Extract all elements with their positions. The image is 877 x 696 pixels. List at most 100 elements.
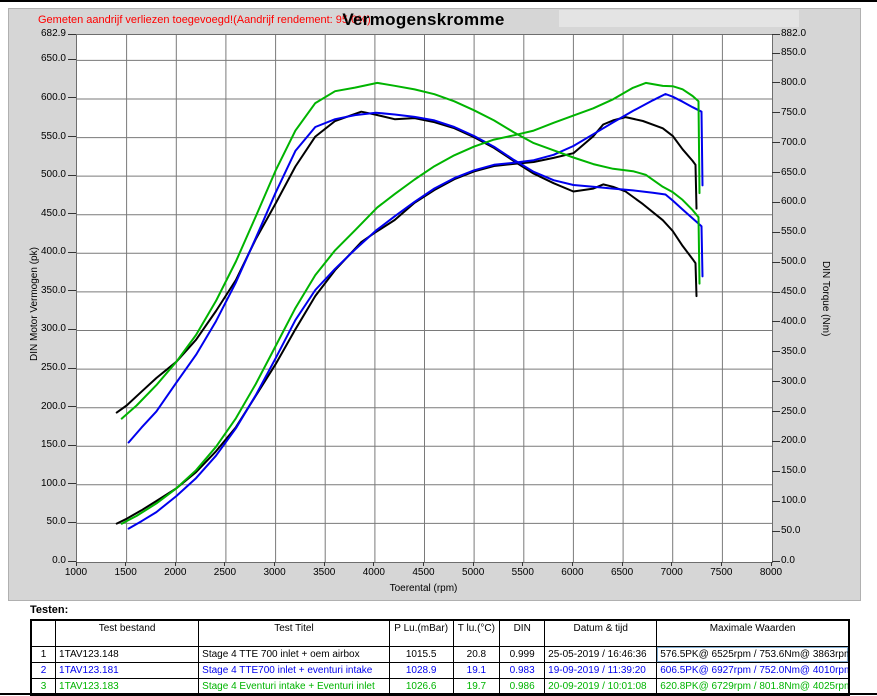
x-axis-tick (224, 562, 226, 566)
left-axis-tick (68, 328, 76, 330)
chart-title: Vermogenskromme (342, 10, 505, 29)
left-axis-tick-label: 350.0 (40, 284, 66, 296)
cell-t: 20.8 (452, 646, 501, 663)
x-axis-tick-label: 5000 (462, 567, 485, 578)
x-axis-tick-label: 6500 (610, 567, 634, 578)
right-axis-tick (772, 231, 780, 233)
left-axis-tick-label: 682.9 (40, 28, 66, 39)
x-axis-tick (671, 562, 673, 566)
cell-title: Stage 4 TTE700 inlet + eventuri intake (198, 662, 390, 679)
right-axis-tick (772, 381, 780, 383)
test1-power-curve (115, 116, 698, 525)
right-axis-tick-label: 700.0 (781, 136, 807, 148)
table-header-cell: T lu.(°C) (452, 619, 501, 647)
table-row[interactable]: 3 1TAV123.183 Stage 4 Eventuri intake + Ev… (30, 678, 850, 696)
x-axis-tick-label: 1000 (64, 567, 88, 578)
right-axis-tick-label: 150.0 (781, 465, 807, 477)
cell-din: 0.999 (499, 646, 546, 663)
left-axis-tick (68, 560, 76, 562)
x-axis-tick (75, 562, 77, 566)
cell-t: 19.1 (452, 662, 501, 679)
right-axis-tick-label: 50.0 (781, 525, 801, 537)
left-axis-tick-label: 100.0 (40, 477, 66, 489)
x-axis-tick-label: 2000 (164, 567, 187, 578)
bottom-border-line (0, 693, 877, 695)
left-axis-tick-label: 600.0 (40, 91, 66, 103)
cell-max: 576.5PK@ 6525rpm / 753.6Nm@ 3863rpm (656, 646, 850, 663)
right-axis-tick (772, 291, 780, 293)
left-axis-tick-label: 250.0 (40, 362, 66, 374)
table-header-cell: Test Titel (198, 619, 390, 647)
chart-panel: Gemeten aandrijf verliezen toegevoegd!(A… (8, 8, 861, 601)
cell-title: Stage 4 TTE 700 inlet + oem airbox (198, 646, 390, 663)
right-axis-tick (772, 500, 780, 502)
left-axis-tick (68, 444, 76, 446)
right-axis-tick (772, 351, 780, 353)
right-axis-tick-label: 250.0 (781, 405, 807, 417)
x-axis-tick (472, 562, 474, 566)
right-axis-tick-label: 450.0 (781, 286, 807, 298)
cell-num: 2 (30, 662, 57, 679)
right-axis-tick (772, 82, 780, 84)
table-header-cell: Test bestand (55, 619, 200, 647)
right-axis-title: DIN Torque (Nm) (820, 261, 831, 337)
x-axis-tick (770, 562, 772, 566)
left-axis-tick (68, 174, 76, 176)
right-axis-tick (772, 440, 780, 442)
drivetrain-loss-notice: Gemeten aandrijf verliezen toegevoegd!(A… (38, 14, 371, 26)
right-axis-tick-label: 800.0 (781, 76, 807, 88)
table-header-cell: P Lu.(mBar) (388, 619, 454, 647)
right-axis-tick-label: 350.0 (781, 345, 807, 357)
left-axis-tick (68, 33, 76, 35)
right-axis-tick (772, 470, 780, 472)
left-axis-title: DIN Motor Vermogen (pk) (29, 247, 40, 361)
x-axis-tick (571, 562, 573, 566)
x-axis-title: Toerental (rpm) (389, 583, 458, 594)
right-axis-tick (772, 411, 780, 413)
table-row[interactable]: 2 1TAV123.181 Stage 4 TTE700 inlet + event… (30, 662, 850, 679)
test3-torque-curve (120, 81, 701, 420)
cell-datetime: 25-05-2019 / 16:46:36 (544, 646, 658, 663)
test2-power-curve (127, 93, 704, 530)
right-axis-tick-label: 600.0 (781, 196, 807, 208)
right-axis-tick (772, 33, 780, 35)
right-axis-tick-label: 650.0 (781, 166, 807, 178)
x-axis-tick (174, 562, 176, 566)
right-axis-tick-label: 882.0 (781, 28, 807, 39)
x-axis-tick-label: 7000 (660, 567, 683, 578)
left-axis-tick-label: 550.0 (40, 130, 66, 142)
left-axis-tick (68, 406, 76, 408)
right-axis-tick-label: 300.0 (781, 375, 807, 387)
left-axis-tick-label: 400.0 (40, 246, 66, 258)
left-axis-tick (68, 136, 76, 138)
x-axis-tick-label: 2500 (213, 567, 237, 578)
cell-p: 1028.9 (388, 662, 454, 679)
left-axis-tick-label: 150.0 (40, 439, 66, 451)
table-header-cell: Datum & tijd (544, 619, 658, 647)
right-axis-tick (772, 172, 780, 174)
right-axis-tick (772, 201, 780, 203)
x-axis-tick (423, 562, 424, 566)
right-axis-tick (772, 321, 780, 323)
tests-table: Test bestand Test Titel P Lu.(mBar) T lu.(°… (30, 619, 850, 696)
x-axis-tick-label: 7500 (710, 567, 733, 578)
right-axis-tick-label: 100.0 (781, 495, 807, 507)
right-axis-tick-label: 500.0 (781, 256, 807, 268)
test2-torque-curve (127, 111, 704, 444)
cell-max: 606.5PK@ 6927rpm / 752.0Nm@ 4010rpm (656, 662, 850, 679)
x-axis-tick-label: 5500 (511, 567, 534, 578)
x-axis-tick-label: 4000 (362, 567, 385, 578)
test3-power-curve (120, 81, 701, 525)
table-header-cell: Maximale Waarden (656, 619, 850, 647)
right-axis-tick (772, 261, 780, 263)
table-header-row: Test bestand Test Titel P Lu.(mBar) T lu.(°… (30, 619, 850, 647)
right-axis-tick (772, 142, 780, 144)
left-axis-tick-label: 0.0 (52, 555, 66, 566)
panel-highlight-strip (559, 10, 799, 27)
test1-torque-curve (115, 110, 698, 414)
right-axis-tick-label: 550.0 (781, 226, 807, 238)
right-axis-tick (772, 560, 780, 562)
cell-datetime: 19-09-2019 / 11:39:20 (544, 662, 658, 679)
table-row[interactable]: 1 1TAV123.148 Stage 4 TTE 700 inlet + oem … (30, 646, 850, 663)
left-axis-tick-label: 200.0 (40, 400, 66, 412)
